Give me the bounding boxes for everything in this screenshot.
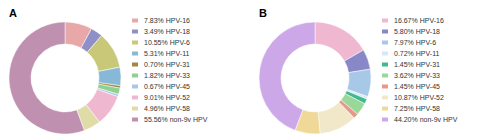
svg-text:0.70% HPV-31: 0.70% HPV-31	[144, 61, 190, 68]
svg-text:5.31% HPV-11: 5.31% HPV-11	[144, 50, 190, 57]
svg-text:55.56% non-9v HPV: 55.56% non-9v HPV	[144, 116, 208, 123]
svg-text:7.25% HPV-58: 7.25% HPV-58	[394, 105, 440, 112]
svg-text:A: A	[9, 7, 17, 19]
svg-text:1.45% HPV-31: 1.45% HPV-31	[394, 61, 440, 68]
svg-text:44.20% non-9v HPV: 44.20% non-9v HPV	[394, 116, 458, 123]
svg-text:9.01% HPV-52: 9.01% HPV-52	[144, 94, 190, 101]
svg-text:10.87% HPV-52: 10.87% HPV-52	[394, 94, 444, 101]
svg-text:5.80% HPV-18: 5.80% HPV-18	[394, 28, 440, 35]
svg-text:1.45% HPV-45: 1.45% HPV-45	[394, 83, 440, 90]
svg-text:7.97% HPV-6: 7.97% HPV-6	[394, 39, 436, 46]
svg-text:0.72% HPV-11: 0.72% HPV-11	[394, 50, 440, 57]
svg-text:B: B	[259, 7, 267, 19]
svg-text:10.55% HPV-6: 10.55% HPV-6	[144, 39, 190, 46]
svg-text:0.67% HPV-45: 0.67% HPV-45	[144, 83, 190, 90]
svg-text:3.62% HPV-33: 3.62% HPV-33	[394, 72, 440, 79]
svg-text:1.82% HPV-33: 1.82% HPV-33	[144, 72, 190, 79]
svg-text:3.49% HPV-18: 3.49% HPV-18	[144, 28, 190, 35]
svg-text:7.83% HPV-16: 7.83% HPV-16	[144, 17, 190, 24]
svg-text:16.67% HPV-16: 16.67% HPV-16	[394, 17, 444, 24]
svg-text:4.96% HPV-58: 4.96% HPV-58	[144, 105, 190, 112]
